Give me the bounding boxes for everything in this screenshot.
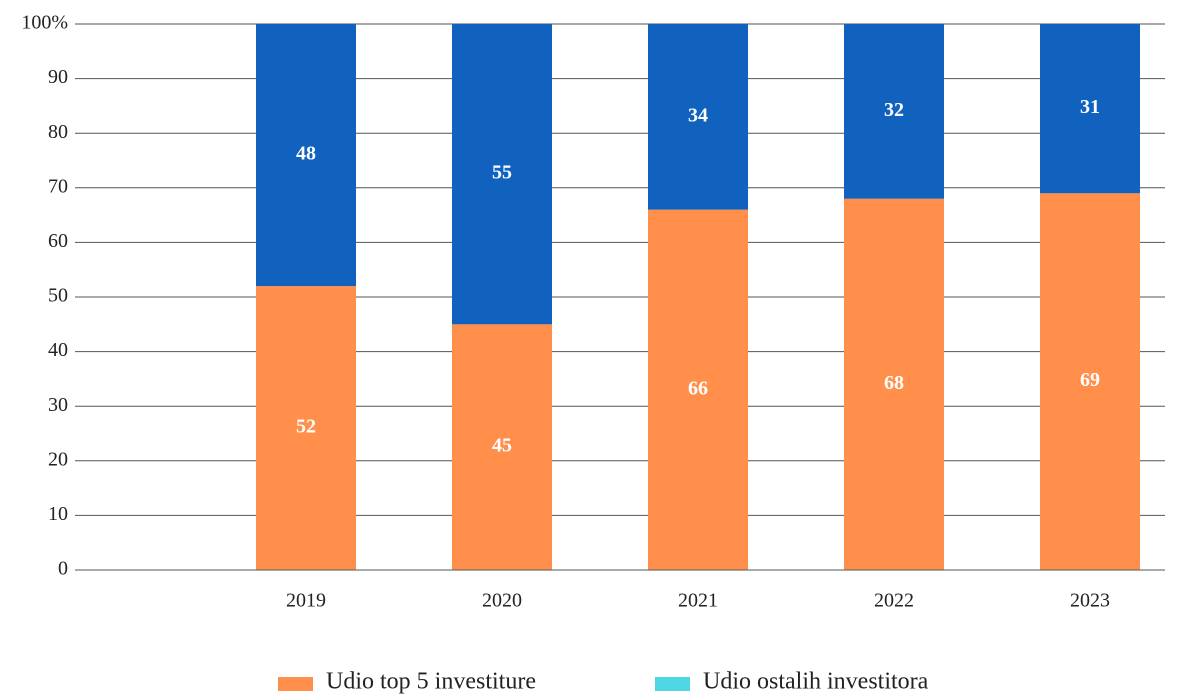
y-tick-label: 60	[48, 230, 68, 252]
y-tick-label: 90	[48, 66, 68, 88]
value-label: 68	[884, 372, 904, 394]
bar-segment	[452, 324, 552, 570]
bar-segment	[648, 209, 748, 570]
y-tick-label: 30	[48, 394, 68, 416]
value-label: 52	[296, 416, 316, 438]
legend-label: Udio ostalih investitora	[703, 669, 929, 695]
legend-swatch	[655, 677, 690, 691]
legend-label: Udio top 5 investiture	[326, 669, 536, 695]
value-label: 55	[492, 162, 512, 184]
y-tick-label: 40	[48, 339, 68, 361]
bar-segment	[1040, 193, 1140, 570]
y-tick-label: 20	[48, 448, 68, 470]
y-tick-label: 0	[58, 558, 68, 580]
value-label: 32	[884, 99, 904, 121]
bar-segment	[256, 286, 356, 570]
value-label: 31	[1080, 96, 1100, 118]
x-tick-label: 2019	[286, 590, 326, 612]
y-tick-label: 100%	[21, 12, 68, 34]
y-tick-label: 10	[48, 503, 68, 525]
bar-segment	[844, 24, 944, 199]
bar-segment	[256, 24, 356, 287]
x-tick-label: 2020	[482, 590, 522, 612]
bar-segment	[844, 198, 944, 570]
value-label: 69	[1080, 369, 1100, 391]
x-tick-label: 2023	[1070, 590, 1110, 612]
value-label: 48	[296, 143, 316, 165]
legend-swatch	[278, 677, 313, 691]
x-tick-label: 2021	[678, 590, 718, 612]
bar-segment	[452, 24, 552, 325]
value-label: 45	[492, 435, 512, 457]
bar-segment	[648, 24, 748, 210]
y-tick-label: 80	[48, 121, 68, 143]
value-label: 34	[688, 104, 708, 126]
x-tick-label: 2022	[874, 590, 914, 612]
bar-segment	[1040, 24, 1140, 194]
y-tick-label: 70	[48, 175, 68, 197]
y-tick-label: 50	[48, 285, 68, 307]
value-label: 66	[688, 377, 708, 399]
